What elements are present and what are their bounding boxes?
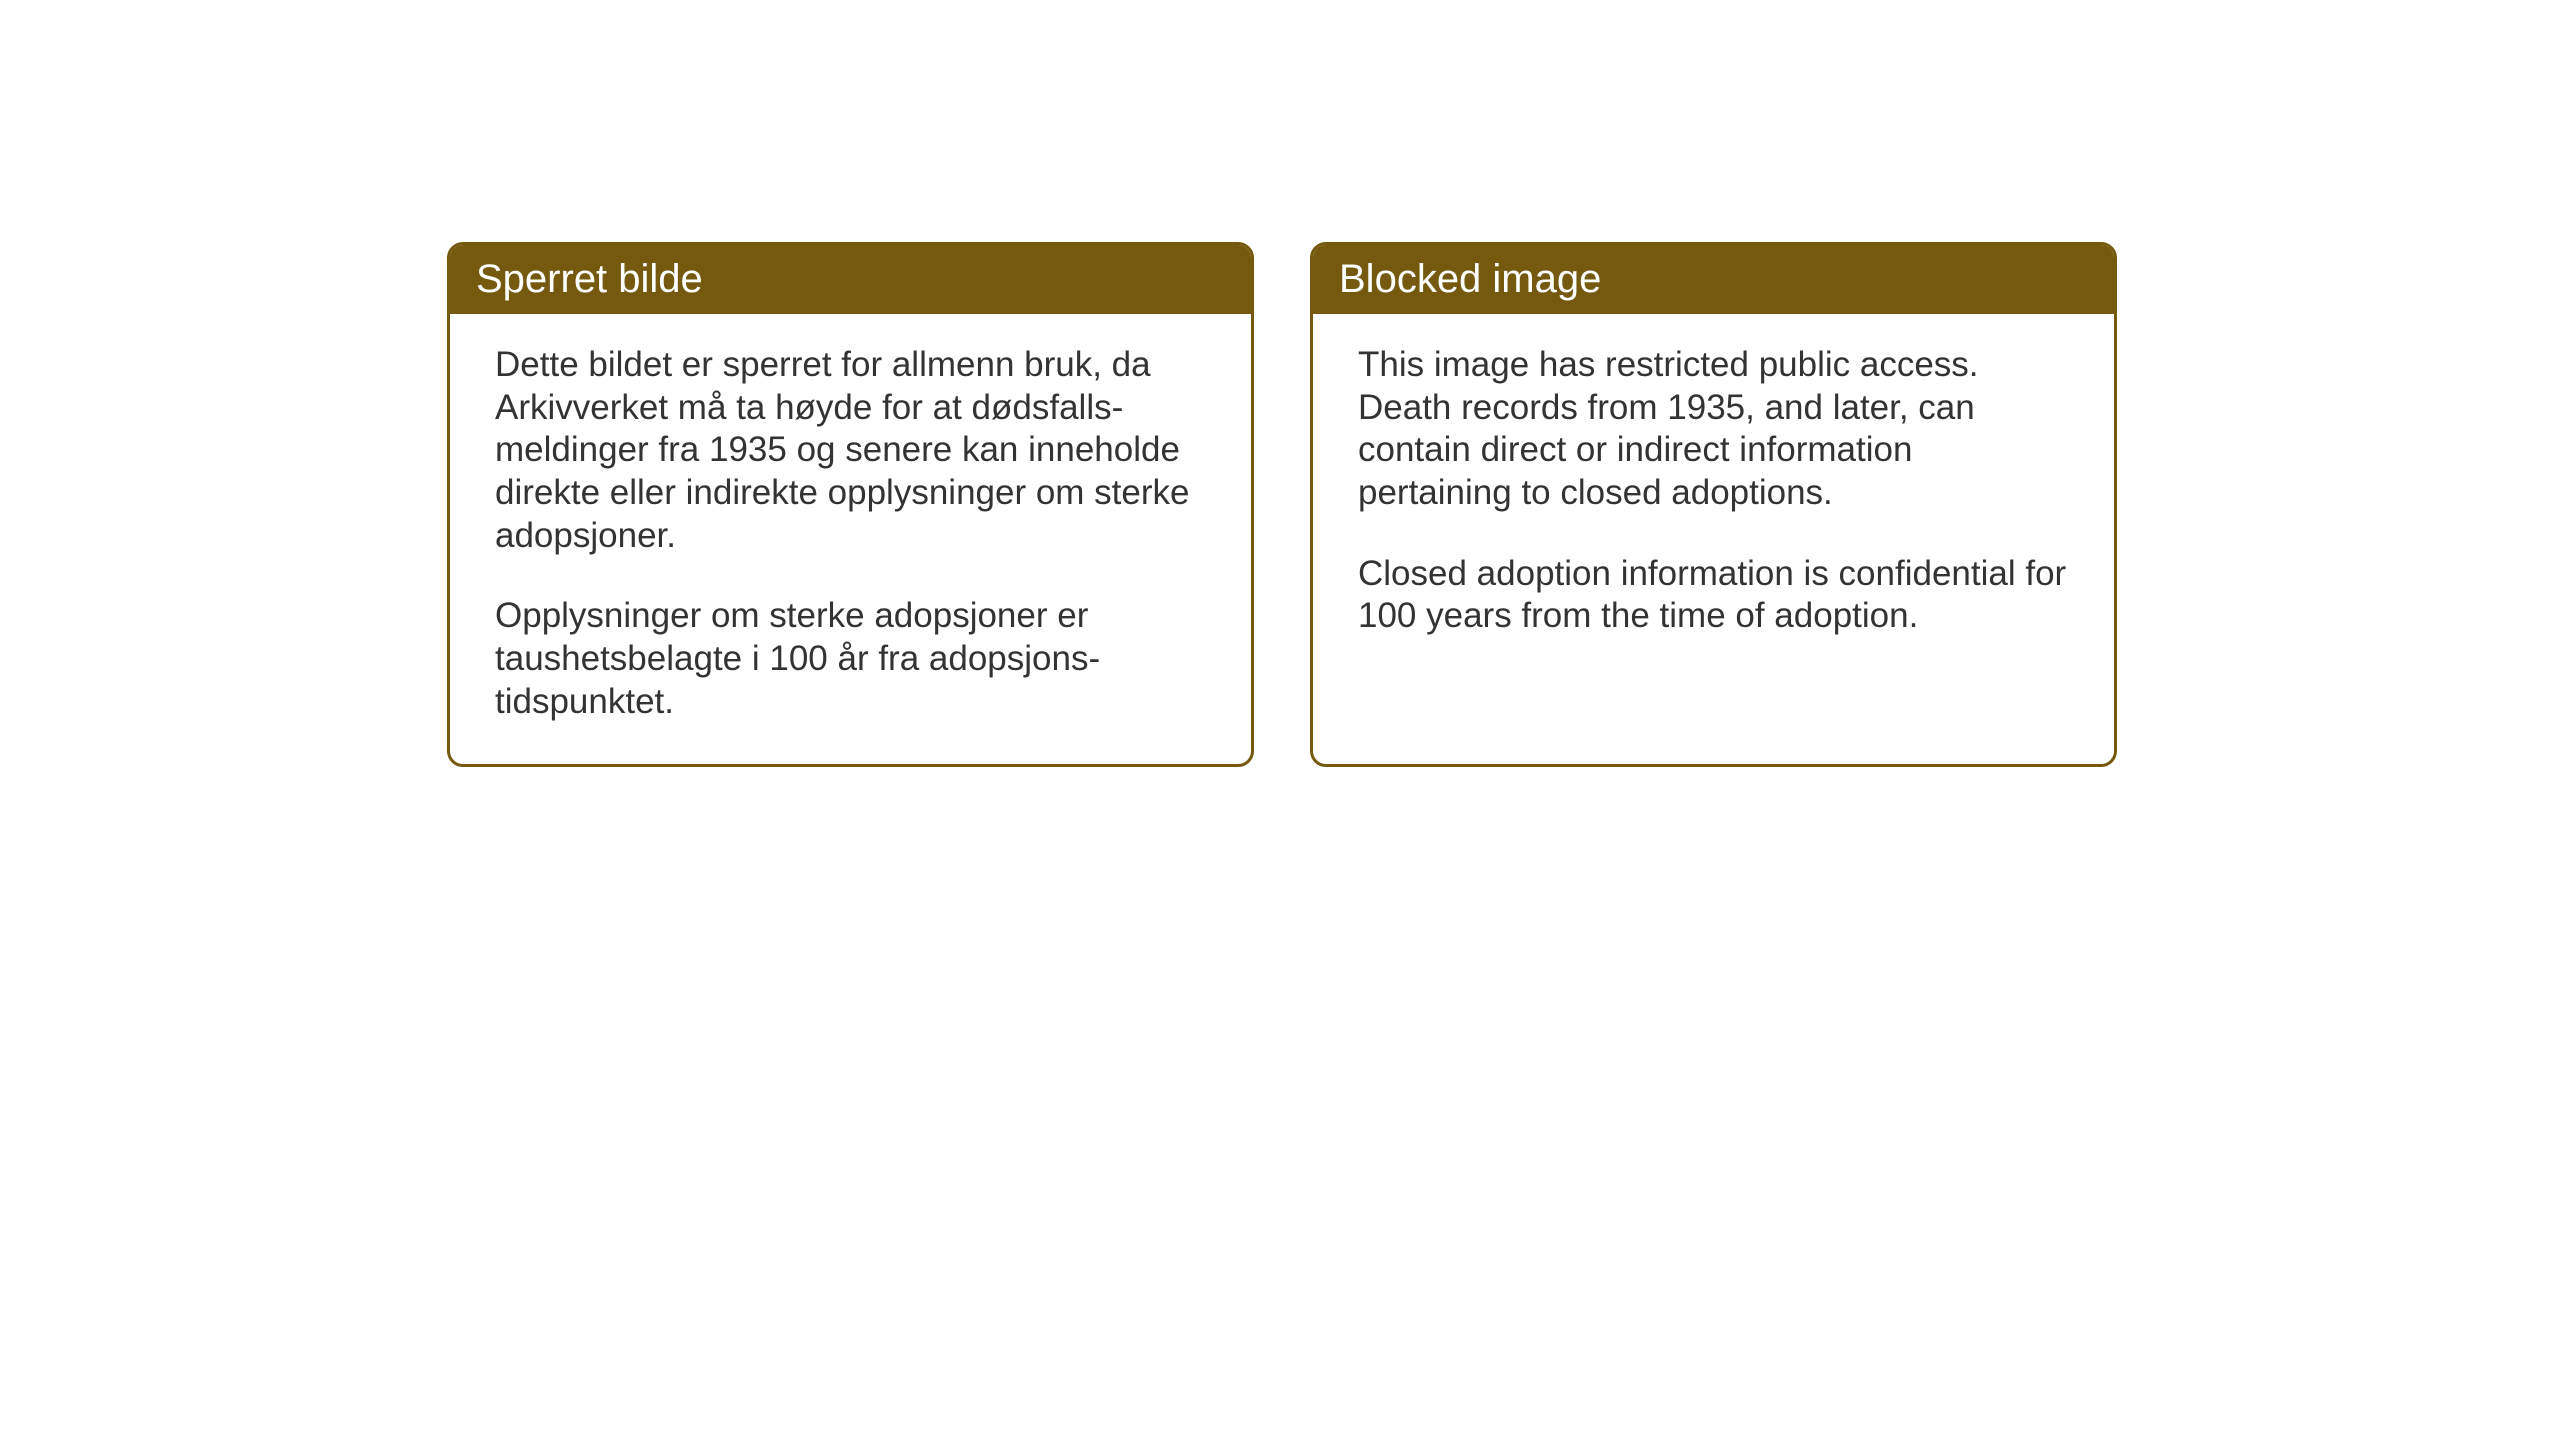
norwegian-card-body: Dette bildet er sperret for allmenn bruk… xyxy=(450,314,1251,764)
norwegian-paragraph-1: Dette bildet er sperret for allmenn bruk… xyxy=(495,344,1211,557)
english-card-body: This image has restricted public access.… xyxy=(1313,314,2114,754)
english-notice-card: Blocked image This image has restricted … xyxy=(1310,242,2117,767)
english-paragraph-1: This image has restricted public access.… xyxy=(1358,344,2074,515)
norwegian-card-header: Sperret bilde xyxy=(450,245,1251,314)
notice-cards-container: Sperret bilde Dette bildet er sperret fo… xyxy=(447,242,2117,767)
english-paragraph-2: Closed adoption information is confident… xyxy=(1358,553,2074,638)
norwegian-paragraph-2: Opplysninger om sterke adopsjoner er tau… xyxy=(495,595,1211,723)
english-card-header: Blocked image xyxy=(1313,245,2114,314)
norwegian-notice-card: Sperret bilde Dette bildet er sperret fo… xyxy=(447,242,1254,767)
